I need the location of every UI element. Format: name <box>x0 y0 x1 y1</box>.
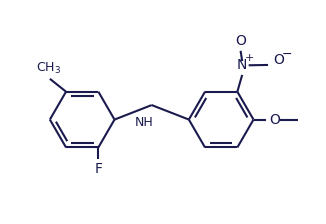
Text: O: O <box>235 34 246 48</box>
Text: N: N <box>237 58 247 72</box>
Text: CH$_3$: CH$_3$ <box>36 61 61 76</box>
Text: O: O <box>269 113 280 127</box>
Text: NH: NH <box>135 116 154 129</box>
Text: −: − <box>282 48 292 61</box>
Text: +: + <box>244 53 254 63</box>
Text: F: F <box>94 162 102 176</box>
Text: O: O <box>273 53 284 67</box>
